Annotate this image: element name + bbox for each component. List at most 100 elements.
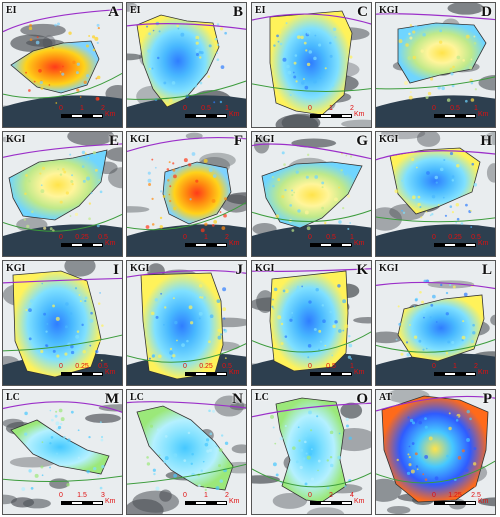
scale-bar: 0 0.5 1 Km [308,234,366,252]
sea [252,224,371,256]
velocity-point [223,328,226,332]
velocity-point [304,434,308,437]
scale-ticks: 0 1.5 3 [59,492,105,500]
velocity-point [429,214,432,217]
velocity-point [39,80,43,85]
velocity-point [466,409,470,414]
velocity-point [446,98,451,102]
velocity-point [473,182,478,187]
scale-tick-label: 1 [474,105,478,112]
scale-unit: Km [105,369,116,376]
velocity-point [439,29,443,33]
rock-outcrop [490,314,495,326]
rock-outcrop [105,147,122,162]
velocity-point [280,342,284,346]
scale-tick-label: 1 [350,363,354,370]
velocity-point [407,453,410,456]
rock-outcrop [447,3,485,15]
velocity-point [97,302,101,305]
velocity-point [445,351,449,355]
scale-bar: 0 0.5 1 Km [308,363,366,381]
scale-bar-graphic [61,501,103,505]
coastline [376,338,495,353]
scale-tick-label: 0 [59,234,63,241]
scale-ticks: 0 0.25 0.5 [183,363,232,371]
velocity-point [408,32,411,36]
velocity-point [216,52,218,55]
velocity-point [224,31,227,35]
velocity-point [31,210,34,214]
velocity-point [420,49,424,53]
velocity-point [99,190,103,194]
velocity-point [442,196,445,199]
catchment-boundary [252,268,371,273]
velocity-point [443,158,446,162]
velocity-point [74,287,78,290]
velocity-point [447,340,451,344]
velocity-point [70,344,74,349]
velocity-point [462,320,465,323]
velocity-point [151,158,154,161]
velocity-point [272,426,275,429]
velocity-point [209,432,213,436]
velocity-point [411,442,415,445]
velocity-point [449,151,454,156]
velocity-point [74,212,79,217]
velocity-point [289,93,292,97]
velocity-point [98,340,101,343]
velocity-point [76,88,80,92]
velocity-point [155,486,160,491]
velocity-point [318,329,322,333]
rock-outcrop [231,444,246,454]
scale-ticks: 0 1 2 [308,105,354,113]
panel-letter: A [108,4,119,20]
velocity-point [188,163,192,167]
velocity-point [216,58,220,62]
velocity-point [172,297,175,300]
velocity-point [271,305,274,308]
velocity-point [150,311,155,316]
velocity-point [204,488,207,492]
velocity-point [469,417,472,421]
velocity-point [306,62,311,67]
velocity-point [222,307,227,312]
velocity-point [50,436,54,439]
velocity-point [34,473,39,478]
velocity-point [406,471,411,475]
scale-bar-graphic [310,501,352,505]
velocity-point [304,210,309,215]
velocity-point [349,55,353,59]
velocity-point [451,211,455,214]
velocity-point [302,457,306,461]
velocity-point [331,354,334,357]
velocity-point [321,304,325,307]
velocity-point [29,299,34,303]
sea [376,95,495,127]
velocity-point [408,95,413,100]
velocity-point [41,474,44,477]
scale-tick-label: 0 [183,492,187,499]
velocity-point [435,321,438,323]
scale-tick-label: 2 [225,234,229,241]
velocity-point [97,26,100,30]
velocity-point [401,179,404,182]
scale-tick-label: 0 [308,234,312,241]
velocity-point [412,55,417,60]
velocity-point [408,455,411,459]
velocity-point [422,348,425,351]
rock-outcrop [386,505,411,514]
velocity-point [159,216,163,220]
rock-outcrop [252,475,280,484]
scale-bar-graphic [185,243,227,247]
scale-tick-label: 0 [183,234,187,241]
scale-bar: 0 1 2 Km [183,492,241,510]
scale-tick-label: 0.5 [450,105,460,112]
velocity-point [468,65,473,70]
velocity-point [83,457,86,459]
velocity-point [456,164,460,168]
velocity-point [332,324,336,329]
velocity-point [284,424,287,428]
velocity-point [222,287,227,292]
velocity-point [90,192,93,195]
